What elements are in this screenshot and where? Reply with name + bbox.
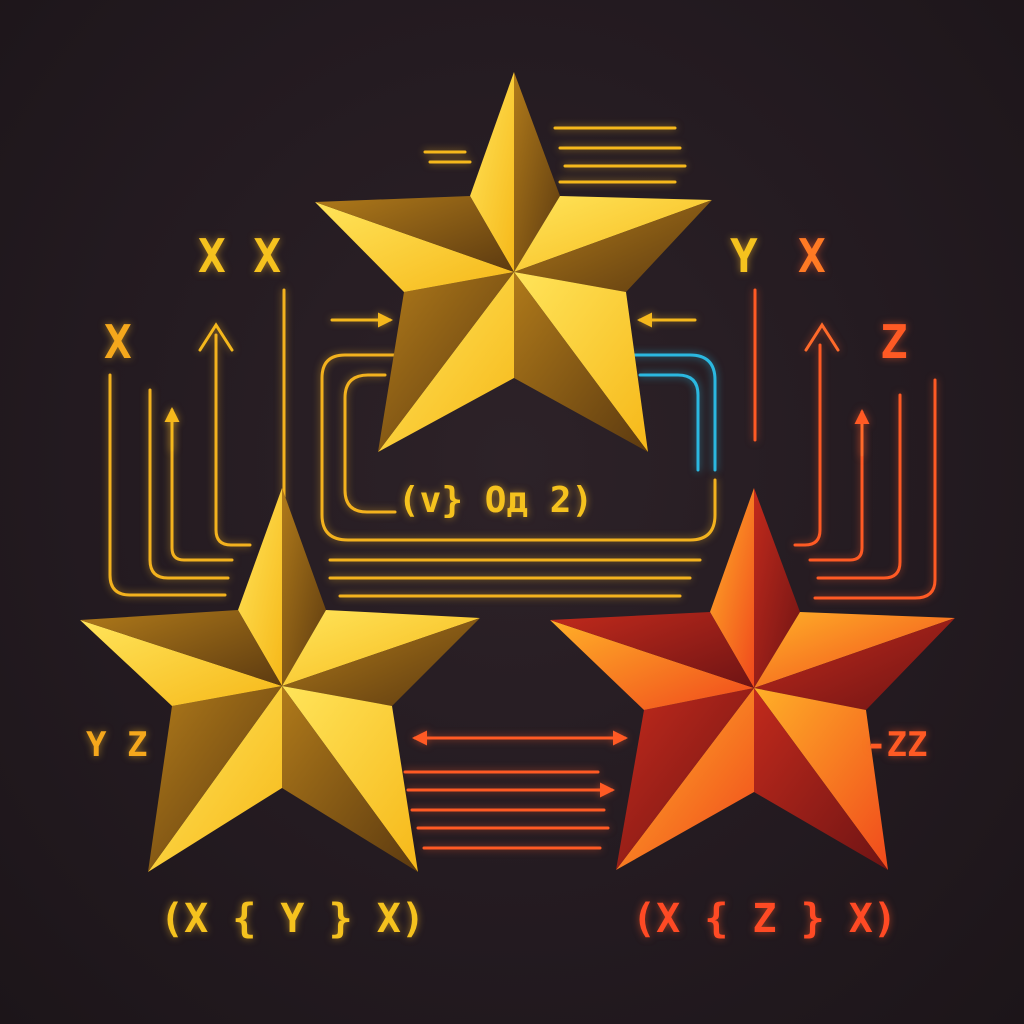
label-right-side: -ZZ (866, 725, 927, 765)
label-center-formula: (v} Oд 2) (398, 480, 593, 521)
label-left-side: Y Z (86, 725, 147, 765)
label-bottom-right-formula: (X { Z } X) (632, 896, 897, 942)
right-up-arrows (804, 322, 870, 457)
center-bracket-cyan (628, 353, 717, 472)
top-arrows (330, 126, 697, 328)
label-bottom-left-formula: (X { Y } X) (160, 896, 425, 942)
bottom-center-arrows (403, 730, 628, 850)
left-up-arrows (164, 322, 234, 452)
bottom-right-star (550, 488, 955, 870)
top-star (315, 72, 712, 452)
center-bracket-gold (320, 353, 717, 598)
label-top-left: X X (198, 229, 281, 283)
label-top-right-x: X (798, 229, 826, 283)
label-top-right-y: Y (730, 229, 758, 283)
label-left-x: X (104, 315, 132, 369)
label-right-z: Z (880, 315, 908, 369)
bottom-left-star (80, 488, 480, 872)
right-connector-lines (753, 288, 937, 600)
left-connector-lines (108, 288, 286, 597)
